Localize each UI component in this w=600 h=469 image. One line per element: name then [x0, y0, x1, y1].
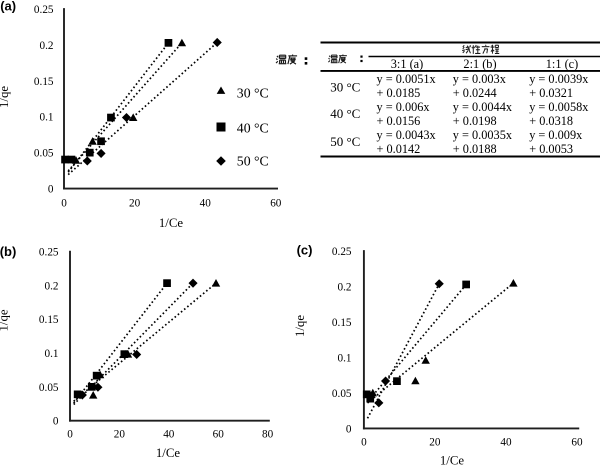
svg-text:2:1 (b): 2:1 (b)	[463, 57, 496, 71]
svg-text:0.05: 0.05	[332, 388, 352, 400]
svg-text:0.25: 0.25	[39, 247, 59, 259]
svg-text:50 °C: 50 °C	[330, 134, 360, 149]
svg-text:60: 60	[270, 197, 282, 209]
svg-text:1/Ce: 1/Ce	[156, 446, 180, 460]
svg-text:+ 0.0185: + 0.0185	[377, 86, 421, 100]
svg-text:0.15: 0.15	[332, 317, 352, 329]
svg-text:0: 0	[361, 436, 367, 448]
svg-text:0.2: 0.2	[338, 282, 352, 294]
svg-text:+ 0.0321: + 0.0321	[529, 86, 573, 100]
svg-text:y = 0.0051x: y = 0.0051x	[377, 72, 436, 86]
svg-text:80: 80	[262, 429, 274, 441]
svg-text:0: 0	[53, 416, 59, 428]
svg-text:40 °C: 40 °C	[330, 106, 360, 121]
svg-text:0: 0	[346, 423, 352, 435]
svg-text:0: 0	[67, 429, 73, 441]
svg-text:y = 0.0058x: y = 0.0058x	[529, 100, 588, 114]
svg-text:30 °C: 30 °C	[330, 79, 360, 94]
svg-text:0.1: 0.1	[338, 352, 352, 364]
svg-text:1/qe: 1/qe	[0, 309, 10, 331]
svg-text:0: 0	[48, 184, 54, 196]
svg-text:0.15: 0.15	[39, 314, 59, 326]
svg-text:y = 0.0044x: y = 0.0044x	[453, 100, 512, 114]
svg-text:(c): (c)	[297, 243, 313, 258]
svg-text:+ 0.0156: + 0.0156	[377, 114, 421, 128]
svg-text:1/Ce: 1/Ce	[440, 453, 464, 467]
svg-text:0.15: 0.15	[34, 76, 54, 88]
svg-text:+ 0.0188: + 0.0188	[453, 142, 497, 156]
svg-text:0.25: 0.25	[34, 4, 54, 16]
svg-text:0.25: 0.25	[332, 246, 352, 258]
svg-text:0.1: 0.1	[40, 112, 54, 124]
svg-text:+ 0.0053: + 0.0053	[529, 142, 573, 156]
svg-text:3:1 (a): 3:1 (a)	[391, 57, 423, 71]
svg-text:20: 20	[429, 436, 441, 448]
svg-text:1:1 (c): 1:1 (c)	[546, 57, 578, 71]
svg-text:1/qe: 1/qe	[0, 86, 11, 108]
svg-text:1/qe: 1/qe	[293, 315, 307, 337]
svg-text:0: 0	[61, 197, 67, 209]
svg-text:+ 0.0244: + 0.0244	[453, 86, 497, 100]
svg-text:20: 20	[114, 429, 126, 441]
svg-text:y = 0.009x: y = 0.009x	[529, 128, 582, 142]
svg-text:20: 20	[129, 197, 141, 209]
svg-text:40 °C: 40 °C	[237, 121, 269, 136]
svg-text:0.2: 0.2	[40, 40, 54, 52]
svg-text:y = 0.006x: y = 0.006x	[377, 100, 430, 114]
svg-text:50 °C: 50 °C	[237, 154, 269, 169]
svg-text:0.05: 0.05	[39, 382, 59, 394]
svg-text:30 °C: 30 °C	[237, 86, 269, 101]
svg-text:60: 60	[571, 436, 583, 448]
svg-text:y = 0.0039x: y = 0.0039x	[529, 72, 588, 86]
svg-text:+ 0.0318: + 0.0318	[529, 114, 573, 128]
svg-text:(a): (a)	[0, 0, 16, 14]
svg-text:0.1: 0.1	[45, 348, 59, 360]
svg-text:40: 40	[500, 436, 512, 448]
svg-text:+ 0.0142: + 0.0142	[377, 142, 421, 156]
svg-text:y = 0.003x: y = 0.003x	[453, 72, 506, 86]
svg-text:1/Ce: 1/Ce	[159, 216, 183, 230]
svg-text:+ 0.0198: + 0.0198	[453, 114, 497, 128]
svg-text:y = 0.0043x: y = 0.0043x	[377, 128, 436, 142]
svg-text:y = 0.0035x: y = 0.0035x	[453, 128, 512, 142]
svg-text:0.2: 0.2	[45, 280, 59, 292]
svg-text:40: 40	[163, 429, 175, 441]
svg-text:40: 40	[200, 197, 212, 209]
svg-text:0.05: 0.05	[34, 148, 54, 160]
svg-text:60: 60	[213, 429, 225, 441]
svg-text:(b): (b)	[0, 244, 16, 259]
